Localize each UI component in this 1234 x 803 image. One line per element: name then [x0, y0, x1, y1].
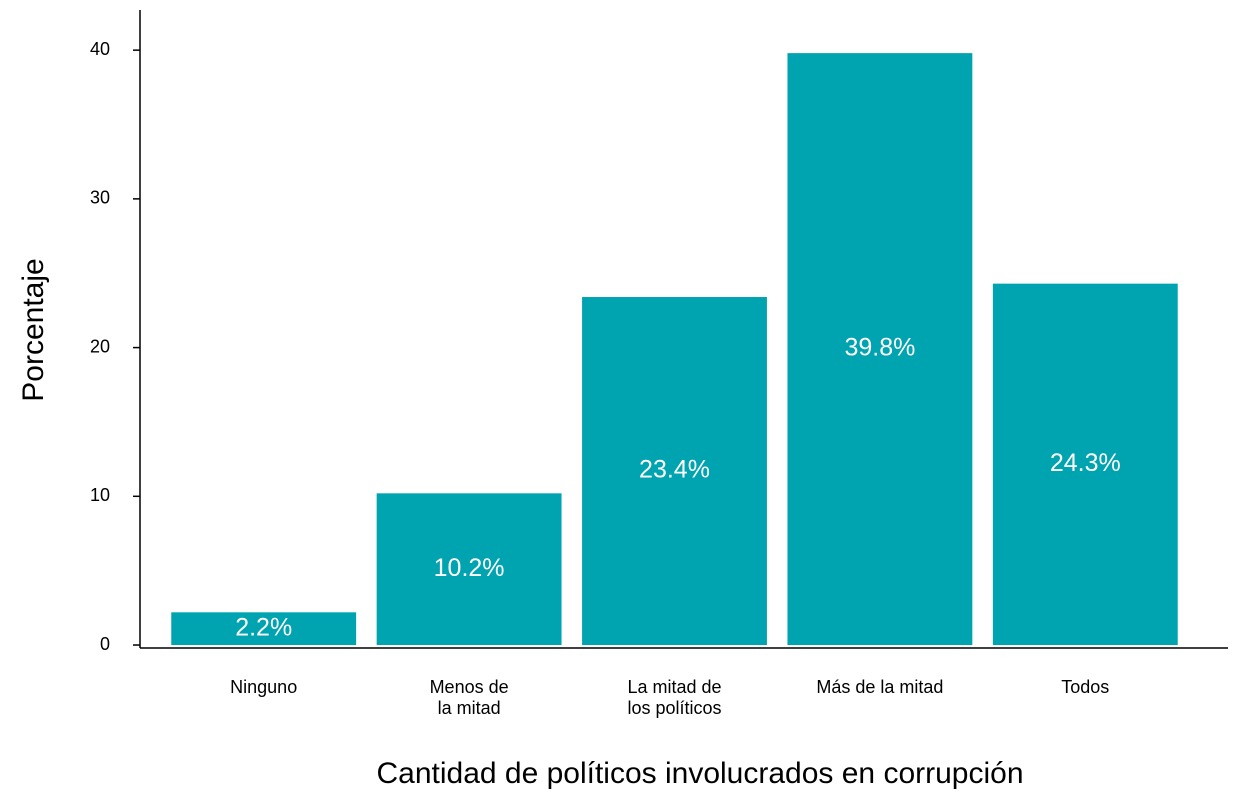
bar	[787, 53, 973, 646]
y-tick-label: 20	[90, 336, 110, 356]
x-tick-label-line: Ninguno	[230, 677, 297, 697]
x-tick-label-line: Menos de	[430, 677, 509, 697]
x-tick-label: Todos	[1061, 677, 1109, 697]
bar	[582, 297, 767, 646]
x-tick-label-line: los políticos	[627, 698, 721, 718]
x-tick-label: Menos de la mitad	[430, 677, 509, 718]
value-label: 23.4%	[639, 456, 710, 484]
x-tick-label-line: Más de la mitad	[816, 677, 943, 697]
bar	[171, 612, 357, 646]
value-label: 39.8%	[844, 334, 915, 362]
y-tick-label: 10	[90, 485, 110, 505]
x-tick-label-line: Todos	[1061, 677, 1109, 697]
y-tick-label: 30	[90, 188, 110, 208]
bar	[376, 493, 562, 646]
y-axis-title: Porcentaje	[17, 258, 50, 401]
x-tick-label: Ninguno	[230, 677, 297, 697]
y-tick-label: 40	[90, 39, 110, 59]
x-tick-label-line: La mitad de	[627, 677, 721, 697]
value-label: 10.2%	[434, 554, 505, 582]
x-tick-label-line: la mitad	[438, 698, 501, 718]
x-axis-title: Cantidad de políticos involucrados en co…	[376, 757, 1023, 790]
value-label: 2.2%	[235, 613, 292, 641]
y-tick-label: 0	[100, 634, 110, 654]
x-tick-label: La mitad de los políticos	[627, 677, 721, 718]
value-label: 24.3%	[1050, 449, 1121, 477]
bar	[992, 283, 1178, 646]
x-tick-label: Más de la mitad	[816, 677, 943, 697]
